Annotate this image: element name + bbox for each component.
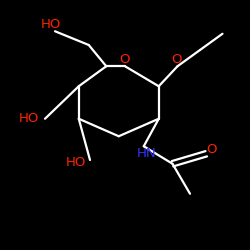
Text: O: O (120, 53, 130, 66)
Text: HN: HN (136, 147, 156, 160)
Text: O: O (206, 143, 216, 156)
Text: HO: HO (41, 18, 62, 32)
Text: HO: HO (66, 156, 86, 169)
Text: O: O (171, 53, 181, 66)
Text: HO: HO (18, 112, 39, 125)
